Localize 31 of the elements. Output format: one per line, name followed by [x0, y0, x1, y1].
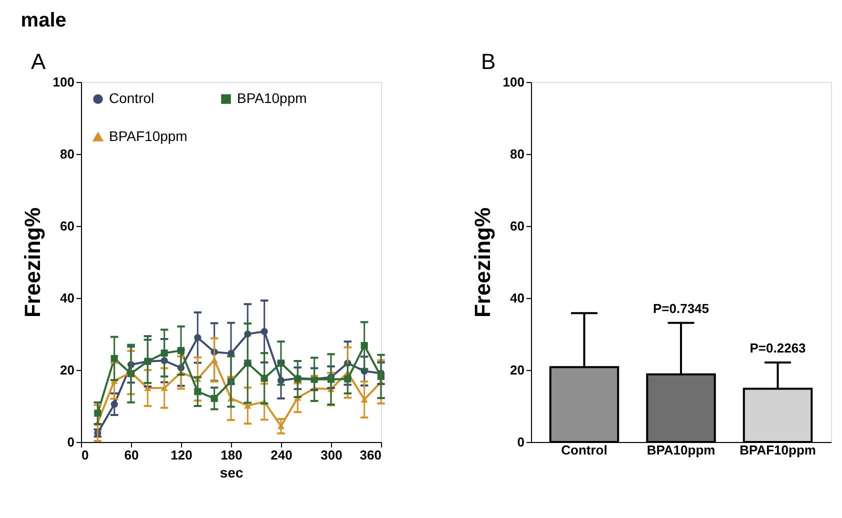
- y-tick-label: 20: [510, 362, 524, 378]
- y-tick-label: 60: [510, 218, 524, 234]
- annotation: P=0.2263: [750, 340, 806, 356]
- y-axis-title: Freezing%: [470, 207, 495, 318]
- y-tick-label: 20: [60, 362, 74, 378]
- x-tick-label: Control: [561, 442, 608, 458]
- x-tick-label: 0: [82, 448, 89, 462]
- y-tick-label: 40: [510, 290, 524, 306]
- x-tick-label: 120: [170, 448, 192, 462]
- x-tick-label: 60: [124, 448, 139, 462]
- x-axis-title: sec: [220, 464, 244, 480]
- annotation: P=0.7345: [652, 300, 710, 316]
- x-tick-label: BPAF10ppm: [740, 442, 816, 458]
- y-tick-label: 80: [60, 146, 74, 162]
- text: A: [31, 49, 46, 74]
- legend-label: BPAF10ppm: [109, 128, 188, 144]
- x-tick-label: 360: [360, 448, 382, 462]
- y-tick-label: 40: [60, 290, 74, 306]
- y-tick-label: 100: [502, 74, 524, 90]
- x-tick-label: 180: [220, 448, 242, 462]
- x-tick-label: 300: [320, 448, 342, 462]
- x-tick-label: BPA10ppm: [646, 442, 716, 458]
- legend-label: BPA10ppm: [237, 90, 307, 106]
- y-tick-label: 80: [510, 146, 524, 162]
- legend-label: Control: [109, 90, 154, 106]
- text: B: [481, 49, 496, 74]
- y-tick-label: 60: [60, 218, 74, 234]
- y-axis-title: Freezing%: [20, 207, 45, 318]
- y-tick-label: 100: [52, 74, 74, 90]
- chart-title: male: [20, 10, 66, 32]
- x-tick-label: 240: [270, 448, 292, 462]
